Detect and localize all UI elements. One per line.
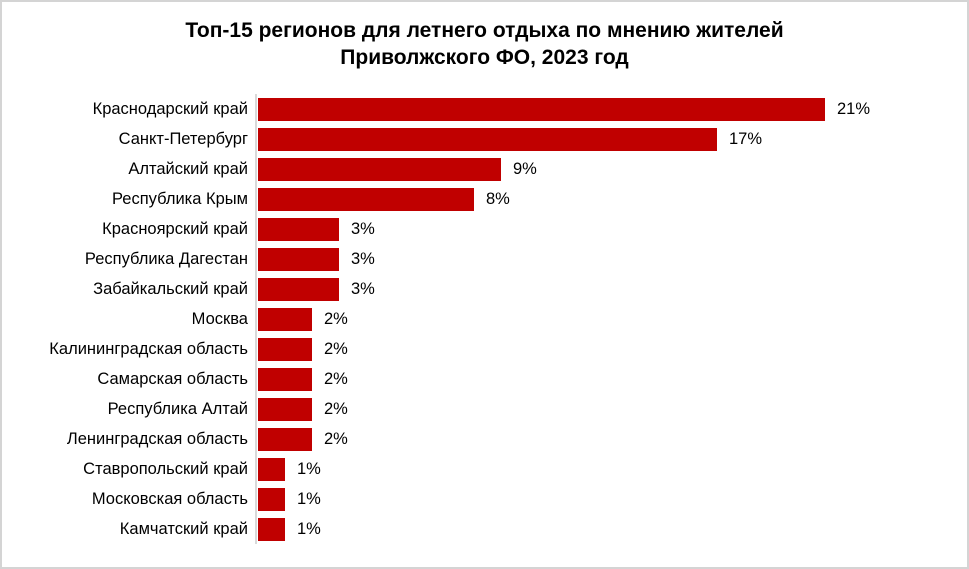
bar-cell: 1%	[258, 457, 967, 481]
bar-rows: Краснодарский край 21% Санкт-Петербург 1…	[2, 94, 967, 544]
bar	[258, 247, 339, 271]
bar-row: Ставропольский край 1%	[2, 454, 967, 484]
bar-row: Забайкальский край 3%	[2, 274, 967, 304]
bar-cell: 2%	[258, 367, 967, 391]
bar	[258, 277, 339, 301]
bar-cell: 2%	[258, 337, 967, 361]
bar-cell: 9%	[258, 157, 967, 181]
plot-area: Краснодарский край 21% Санкт-Петербург 1…	[2, 94, 967, 544]
category-label: Красноярский край	[102, 219, 248, 238]
bar-row: Республика Крым 8%	[2, 184, 967, 214]
bar	[258, 307, 312, 331]
value-label: 3%	[351, 219, 375, 238]
bar-row: Красноярский край 3%	[2, 214, 967, 244]
chart-title: Топ-15 регионов для летнего отдыха по мн…	[185, 19, 784, 69]
value-label: 17%	[729, 129, 763, 148]
bar-row: Москва 2%	[2, 304, 967, 334]
bar-cell: 3%	[258, 277, 967, 301]
bar	[258, 367, 312, 391]
value-label: 2%	[324, 309, 348, 328]
category-label: Санкт-Петербург	[118, 129, 248, 148]
bar-row: Алтайский край 9%	[2, 154, 967, 184]
bar-row: Ленинградская область 2%	[2, 424, 967, 454]
category-label: Республика Крым	[112, 189, 248, 208]
category-label: Камчатский край	[119, 519, 248, 538]
category-label: Москва	[191, 309, 248, 328]
bar-cell: 8%	[258, 187, 967, 211]
bar-row: Калининградская область 2%	[2, 334, 967, 364]
bar	[258, 127, 717, 151]
bar-row: Краснодарский край 21%	[2, 94, 967, 124]
category-label: Краснодарский край	[92, 99, 248, 118]
category-label: Ленинградская область	[66, 429, 248, 448]
category-axis-line	[255, 94, 257, 544]
category-label: Калининградская область	[49, 339, 248, 358]
bar-row: Санкт-Петербург 17%	[2, 124, 967, 154]
bar-cell: 3%	[258, 217, 967, 241]
bar-row: Республика Дагестан 3%	[2, 244, 967, 274]
bar	[258, 337, 312, 361]
category-label: Самарская область	[97, 369, 248, 388]
category-label: Республика Алтай	[107, 399, 248, 418]
bar	[258, 187, 474, 211]
value-label: 1%	[297, 519, 321, 538]
value-label: 21%	[837, 99, 871, 118]
value-label: 9%	[513, 159, 537, 178]
value-label: 2%	[324, 339, 348, 358]
bar	[258, 397, 312, 421]
bar-row: Камчатский край 1%	[2, 514, 967, 544]
value-label: 8%	[486, 189, 510, 208]
value-label: 2%	[324, 399, 348, 418]
bar-cell: 17%	[258, 127, 967, 151]
bar	[258, 517, 285, 541]
bar-row: Республика Алтай 2%	[2, 394, 967, 424]
bar	[258, 97, 825, 121]
category-label: Московская область	[91, 489, 248, 508]
bar	[258, 217, 339, 241]
category-label: Республика Дагестан	[84, 249, 248, 268]
bar-cell: 1%	[258, 517, 967, 541]
bar	[258, 457, 285, 481]
bar	[258, 157, 501, 181]
bar-cell: 2%	[258, 307, 967, 331]
bar-row: Самарская область 2%	[2, 364, 967, 394]
bar-row: Московская область 1%	[2, 484, 967, 514]
bar-cell: 2%	[258, 397, 967, 421]
bar-cell: 3%	[258, 247, 967, 271]
value-label: 1%	[297, 459, 321, 478]
value-label: 2%	[324, 429, 348, 448]
category-label: Ставропольский край	[83, 459, 248, 478]
bar-cell: 21%	[258, 97, 967, 121]
value-label: 3%	[351, 279, 375, 298]
value-label: 3%	[351, 249, 375, 268]
bar	[258, 487, 285, 511]
bar-cell: 2%	[258, 427, 967, 451]
bar-cell: 1%	[258, 487, 967, 511]
bar	[258, 427, 312, 451]
value-label: 1%	[297, 489, 321, 508]
value-label: 2%	[324, 369, 348, 388]
category-label: Забайкальский край	[93, 279, 248, 298]
category-label: Алтайский край	[128, 159, 248, 178]
